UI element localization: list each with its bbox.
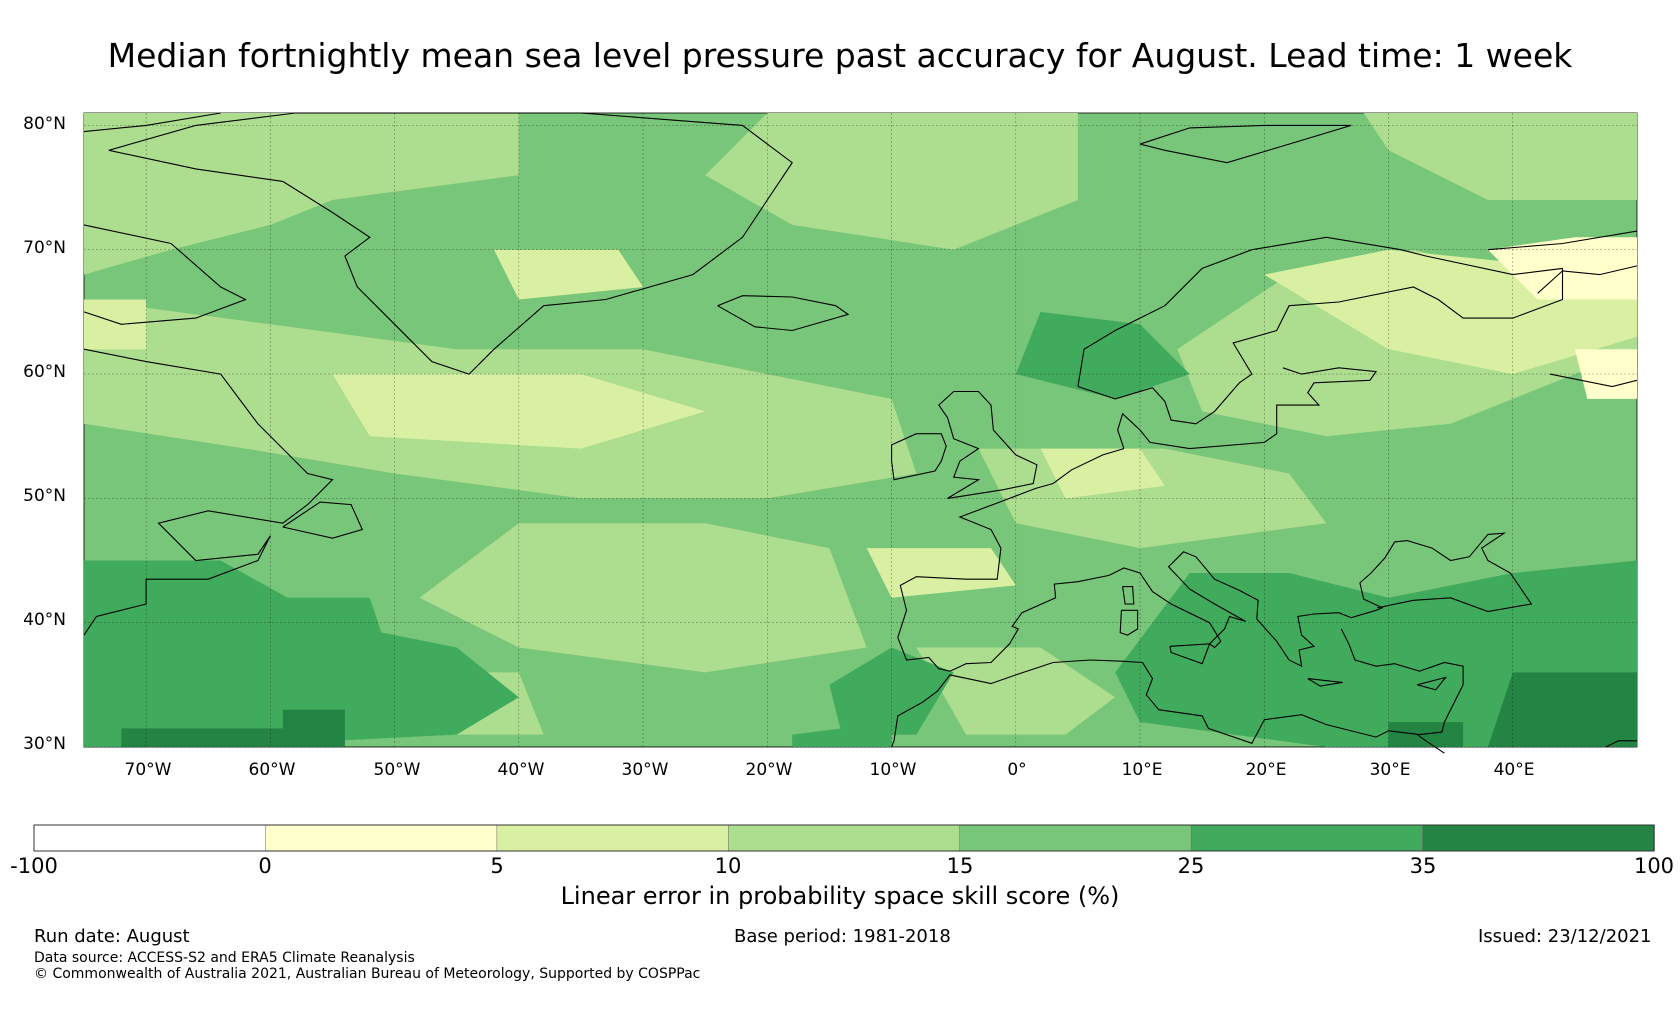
colorbar-tick: 100 [1633,854,1675,878]
region-35-100-sargasso [121,728,296,747]
coastlines [83,112,1638,754]
lon-label-60w: 60°W [248,760,296,780]
coastline-segment [717,295,850,332]
region-5-10-netherlands [1040,448,1165,499]
coastline-segment [1487,230,1638,251]
lat-label-40n: 40°N [23,610,66,630]
lat-label-30n: 30°N [23,734,66,754]
colorbar-tick: -100 [10,854,58,878]
region-35-100-middleeast [1487,672,1637,747]
region-5-10-baffin [84,299,147,350]
lat-label-60n: 60°N [23,362,66,382]
data-source: Data source: ACCESS-S2 and ERA5 Climate … [34,950,415,966]
colorbar-tick: 15 [946,854,974,878]
region-25-35-norwegian [1015,311,1190,399]
lat-label-50n: 50°N [23,486,66,506]
colorbar-swatch [1190,824,1424,852]
colorbar-frame [33,824,1655,852]
region-25-35-canary [792,722,892,747]
lon-label-10w: 10°W [869,760,917,780]
coastline-segment [1537,265,1638,294]
coastline-segment [891,433,947,481]
region-35-100-atlantic-s [282,709,345,747]
region-10-15-nw [84,113,519,275]
colorbar-swatch [1422,824,1655,852]
coastline-segment [891,628,1464,748]
lon-label-10e: 10°E [1121,760,1163,780]
colorbar-tick: 35 [1409,854,1437,878]
coastline-segment [1549,373,1638,388]
coastline-segment [108,112,793,375]
coastline-segment [1077,236,1564,425]
coastline-segment [83,224,247,325]
region-10-15-africa [916,647,1116,735]
lon-label-20e: 20°E [1245,760,1287,780]
coastline-segment [1139,124,1352,164]
lon-label-0: 0° [1007,760,1027,780]
coastline-segment [897,448,1533,672]
region-10-15-barents [1363,113,1637,200]
copyright: © Commonwealth of Australia 2021, Austra… [34,966,701,982]
lon-label-30w: 30°W [621,760,669,780]
colorbar-swatch [496,824,730,852]
coastline-segment [282,501,364,539]
lon-label-20w: 20°W [745,760,793,780]
colorbar-title: Linear error in probability space skill … [560,882,1120,910]
lat-label-80n: 80°N [23,114,66,134]
lon-label-50w: 50°W [373,760,421,780]
coastline-segment [1605,740,1637,748]
coastline-segment [1122,586,1135,605]
coastline-segment [1416,676,1448,691]
colorbar-swatch [265,824,498,852]
chart-title: Median fortnightly mean sea level pressu… [107,36,1573,75]
lon-label-70w: 70°W [124,760,172,780]
region-5-10-biscay [866,548,1016,598]
coastline-segment [83,348,334,636]
gridlines [84,113,1637,748]
colorbar-swatches [33,824,1655,852]
issued-date: Issued: 23/12/2021 [1478,926,1652,947]
colorbar-swatch [959,824,1192,852]
colorbar-tick: 0 [258,854,272,878]
coastline-segment [1416,734,1445,754]
run-date: Run date: August [34,926,190,947]
lon-label-40w: 40°W [497,760,545,780]
region-25-35-gulfstream [245,597,395,685]
region-35-100-levant [1388,722,1464,747]
colorbar-swatch [728,824,961,852]
coastline-segment [1307,678,1343,687]
coastline-segment [1119,609,1139,636]
colorbar-tick: 5 [490,854,504,878]
coastline-segment [938,390,1038,499]
region-25-35-gibraltar [829,647,954,735]
region-5-10-labrador [332,374,706,449]
colorbar-swatch [33,824,267,852]
lat-label-70n: 70°N [23,238,66,258]
colorbar-tick: 25 [1177,854,1205,878]
base-period: Base period: 1981-2018 [734,926,951,947]
coastline-segment [1169,643,1211,665]
lon-label-40e: 40°E [1493,760,1535,780]
region-5-10-greenland-s [494,249,644,300]
colorbar-tick: 10 [714,854,742,878]
lon-label-30e: 30°E [1369,760,1411,780]
coastline-segment [1117,367,1378,450]
